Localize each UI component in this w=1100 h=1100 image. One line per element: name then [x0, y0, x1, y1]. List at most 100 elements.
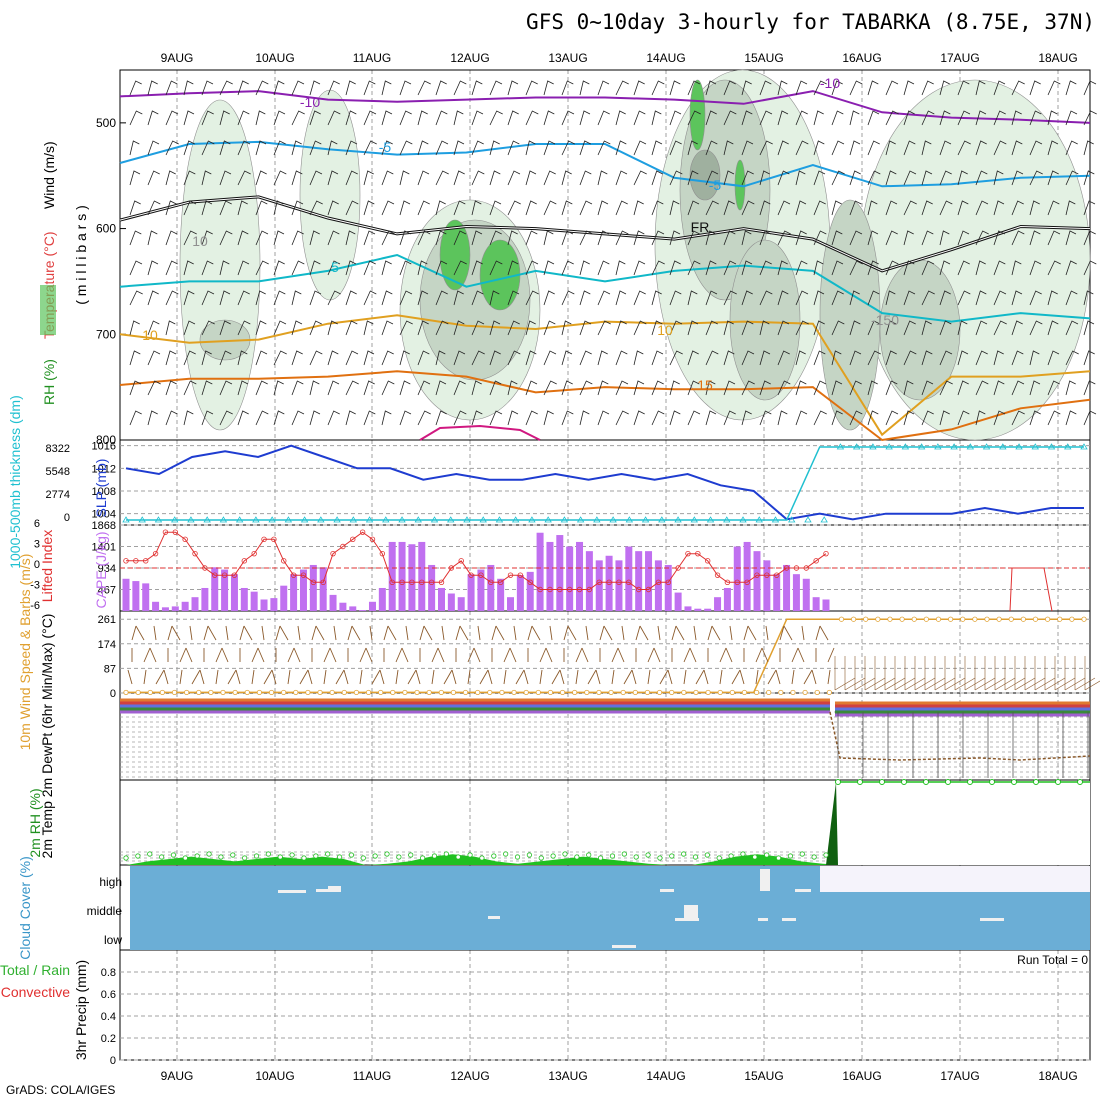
wind-barb [1083, 140, 1094, 156]
wind-barb [687, 230, 700, 246]
wind-barb [1083, 320, 1095, 336]
wind-barb [525, 320, 536, 336]
date-label-bottom: 16AUG [842, 1069, 881, 1083]
wind-barb-10m [221, 647, 229, 663]
cape-bar [477, 569, 485, 611]
cloud-gap [980, 918, 1004, 921]
wind-barb [921, 140, 932, 156]
wind-barb [651, 80, 665, 96]
wind-barb [723, 80, 736, 96]
wind-barb [615, 410, 629, 426]
wind-barb [885, 140, 896, 156]
wind-barb [651, 320, 663, 336]
wind-barb [579, 320, 592, 336]
wind-barb [237, 410, 249, 426]
rh2m-marker [242, 855, 248, 861]
wind-barb [165, 200, 177, 216]
rh2m-marker [289, 852, 295, 858]
thickness-marker [495, 516, 504, 523]
cape-bar [447, 593, 455, 611]
wind-barb [687, 80, 701, 96]
wind-barb [669, 170, 683, 186]
isotherm-line [119, 370, 1091, 442]
wind-barb [633, 230, 645, 246]
wind-barb-10m [275, 625, 281, 641]
wind-barb [777, 80, 788, 96]
li-marker [428, 579, 435, 586]
wind-barb [579, 140, 591, 156]
wind-barb [327, 410, 340, 426]
wind-barb [201, 350, 212, 366]
isotherm-label: 5 [331, 259, 339, 275]
cape-bar [645, 551, 653, 611]
wind-barb-10m [523, 669, 529, 685]
ytick-pressure: 500 [96, 116, 116, 130]
wind-barb [921, 290, 935, 306]
wind-barb [543, 110, 555, 126]
wind-barb [741, 200, 755, 216]
wind-barb [255, 350, 268, 366]
wind-barb [939, 320, 952, 336]
cape-bar [497, 578, 505, 611]
wind-barb-10m [559, 669, 565, 685]
wind-barb [327, 260, 341, 276]
cape-bar [654, 560, 662, 611]
wind-barb-10m [401, 647, 409, 663]
wind-barb [867, 410, 879, 426]
cape-bar [723, 587, 731, 611]
wind-barb [525, 110, 539, 126]
wind-speed-marker [875, 616, 881, 622]
wind-barb-10m [167, 625, 173, 641]
wind-barb [939, 80, 950, 96]
wind-barb [723, 260, 737, 276]
li-marker [566, 586, 573, 593]
wind-barb [183, 350, 196, 366]
wind-barb [975, 170, 988, 186]
wind-barb [453, 110, 464, 126]
cape-bar [299, 569, 307, 611]
wind-barb-10m [343, 669, 349, 685]
wind-barb [849, 410, 863, 426]
wind-barb [651, 260, 665, 276]
wind-barb-10m [365, 647, 373, 663]
wind-barb [543, 230, 554, 246]
wind-barb [867, 350, 881, 366]
thickness-marker [1080, 443, 1088, 450]
wind-barb [705, 230, 716, 246]
wind-barb-10m [479, 669, 489, 685]
wind-barb [345, 140, 358, 156]
wind-barb-10m [437, 647, 445, 663]
run-total-annotation: Run Total = 0 [1017, 953, 1088, 967]
cape-bar [181, 601, 189, 611]
wind-barb-10m [419, 625, 425, 641]
wind-barb-10m [731, 669, 741, 685]
wind-barb [903, 290, 916, 306]
wind-barb [741, 290, 753, 306]
wind-barb [759, 110, 773, 126]
cape-bar [507, 597, 515, 611]
wind-barb-10m [617, 647, 625, 663]
wind-barb [291, 110, 305, 126]
wind-barb-10m [287, 669, 291, 685]
cape-bar [546, 541, 554, 611]
cape-bar [674, 592, 682, 611]
wind-barb [669, 200, 680, 216]
wind-barb [201, 410, 214, 426]
rh2m-marker [313, 853, 319, 859]
yaxis-part: Wind (m/s) [41, 141, 57, 209]
thickness-marker [771, 516, 780, 523]
thickness-marker [690, 516, 699, 523]
wind-barb [723, 170, 735, 186]
wind-barb [849, 140, 861, 156]
wind-barb-10m [387, 625, 397, 641]
cloud-gap [795, 889, 811, 892]
wind-barb [1047, 170, 1059, 186]
wind-barb [777, 380, 791, 396]
wind-barb [633, 260, 646, 276]
ytick-pressure: 800 [96, 433, 116, 447]
wind-speed-marker [268, 689, 275, 696]
wind-barb [903, 380, 914, 396]
wind-barb [525, 200, 537, 216]
wind-barb [777, 320, 790, 336]
wind-barb [525, 80, 538, 96]
